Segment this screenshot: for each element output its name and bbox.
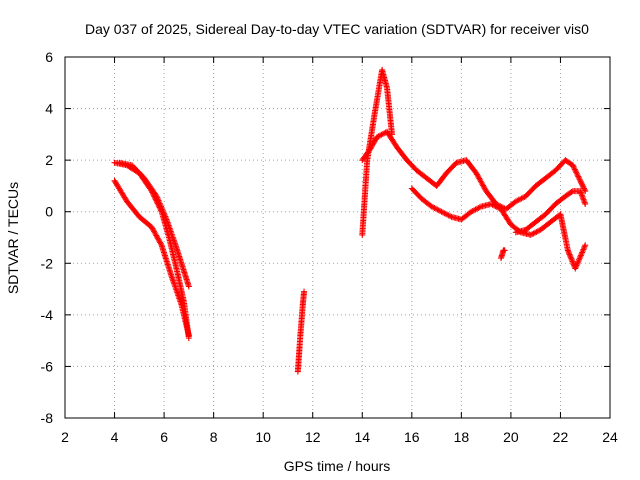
x-tick-label: 6 — [160, 429, 168, 445]
data-point — [581, 198, 588, 205]
data-point — [564, 247, 571, 254]
data-point — [569, 258, 576, 265]
x-tick-label: 18 — [454, 429, 470, 445]
data-point — [565, 248, 572, 255]
y-tick-label: -6 — [41, 358, 54, 374]
data-point — [576, 176, 583, 183]
data-point — [580, 185, 587, 192]
chart-title: Day 037 of 2025, Sidereal Day-to-day VTE… — [85, 21, 589, 37]
series-track-b — [111, 177, 192, 339]
data-point — [447, 213, 454, 220]
data-point — [501, 247, 508, 254]
y-tick-label: 4 — [45, 101, 53, 117]
data-point — [578, 192, 585, 199]
data-point — [185, 283, 192, 290]
data-point — [577, 189, 584, 196]
data-point — [572, 167, 579, 174]
series-track-c — [116, 159, 192, 290]
x-tick-label: 24 — [602, 429, 618, 445]
series-track-i — [498, 247, 508, 262]
y-tick-label: -2 — [41, 255, 54, 271]
series-track-d — [294, 288, 308, 375]
data-point — [568, 188, 575, 195]
data-point — [579, 193, 586, 200]
series-track-h — [512, 188, 589, 236]
data-point — [581, 199, 588, 206]
y-axis-label: SDTVAR / TECUs — [5, 182, 21, 294]
data-point — [582, 242, 589, 249]
data-point — [580, 184, 587, 191]
data-point — [578, 180, 585, 187]
data-point — [571, 165, 578, 172]
data-point — [574, 172, 581, 179]
x-axis-label: GPS time / hours — [284, 458, 391, 474]
data-point — [580, 195, 587, 202]
x-tick-label: 12 — [305, 429, 321, 445]
data-point — [582, 200, 589, 207]
data-point — [568, 257, 575, 264]
data-point — [567, 254, 574, 261]
x-tick-label: 14 — [354, 429, 370, 445]
x-tick-label: 10 — [255, 429, 271, 445]
plot-frame — [64, 56, 611, 419]
data-point — [575, 173, 582, 180]
data-point — [581, 186, 588, 193]
data-point — [577, 177, 584, 184]
plot-area-markers — [111, 66, 589, 375]
data-point — [568, 255, 575, 262]
data-point — [571, 166, 578, 173]
data-point — [301, 288, 308, 295]
x-tick-label: 2 — [61, 429, 69, 445]
data-point — [573, 170, 580, 177]
data-point — [573, 169, 580, 176]
y-tick-label: 0 — [45, 204, 53, 220]
data-point — [566, 250, 573, 257]
x-tick-label: 8 — [210, 429, 218, 445]
data-point — [157, 240, 164, 247]
y-tick-label: -8 — [41, 410, 54, 426]
data-point — [566, 251, 573, 258]
data-point — [157, 201, 164, 208]
data-point — [569, 162, 576, 169]
y-tick-label: -4 — [41, 307, 54, 323]
y-tick-label: 6 — [45, 49, 53, 65]
x-tick-label: 4 — [111, 429, 119, 445]
data-point — [579, 181, 586, 188]
x-tick-label: 20 — [503, 429, 519, 445]
data-point — [575, 174, 582, 181]
data-point — [579, 182, 586, 189]
data-point — [578, 190, 585, 197]
data-point — [476, 204, 483, 211]
data-point — [577, 179, 584, 186]
data-point — [570, 163, 577, 170]
y-tick-label: 2 — [45, 152, 53, 168]
x-tick-label: 22 — [553, 429, 569, 445]
data-point — [185, 332, 192, 339]
data-point — [567, 252, 574, 259]
data-point — [577, 188, 584, 195]
data-point — [580, 196, 587, 203]
x-tick-label: 16 — [404, 429, 420, 445]
